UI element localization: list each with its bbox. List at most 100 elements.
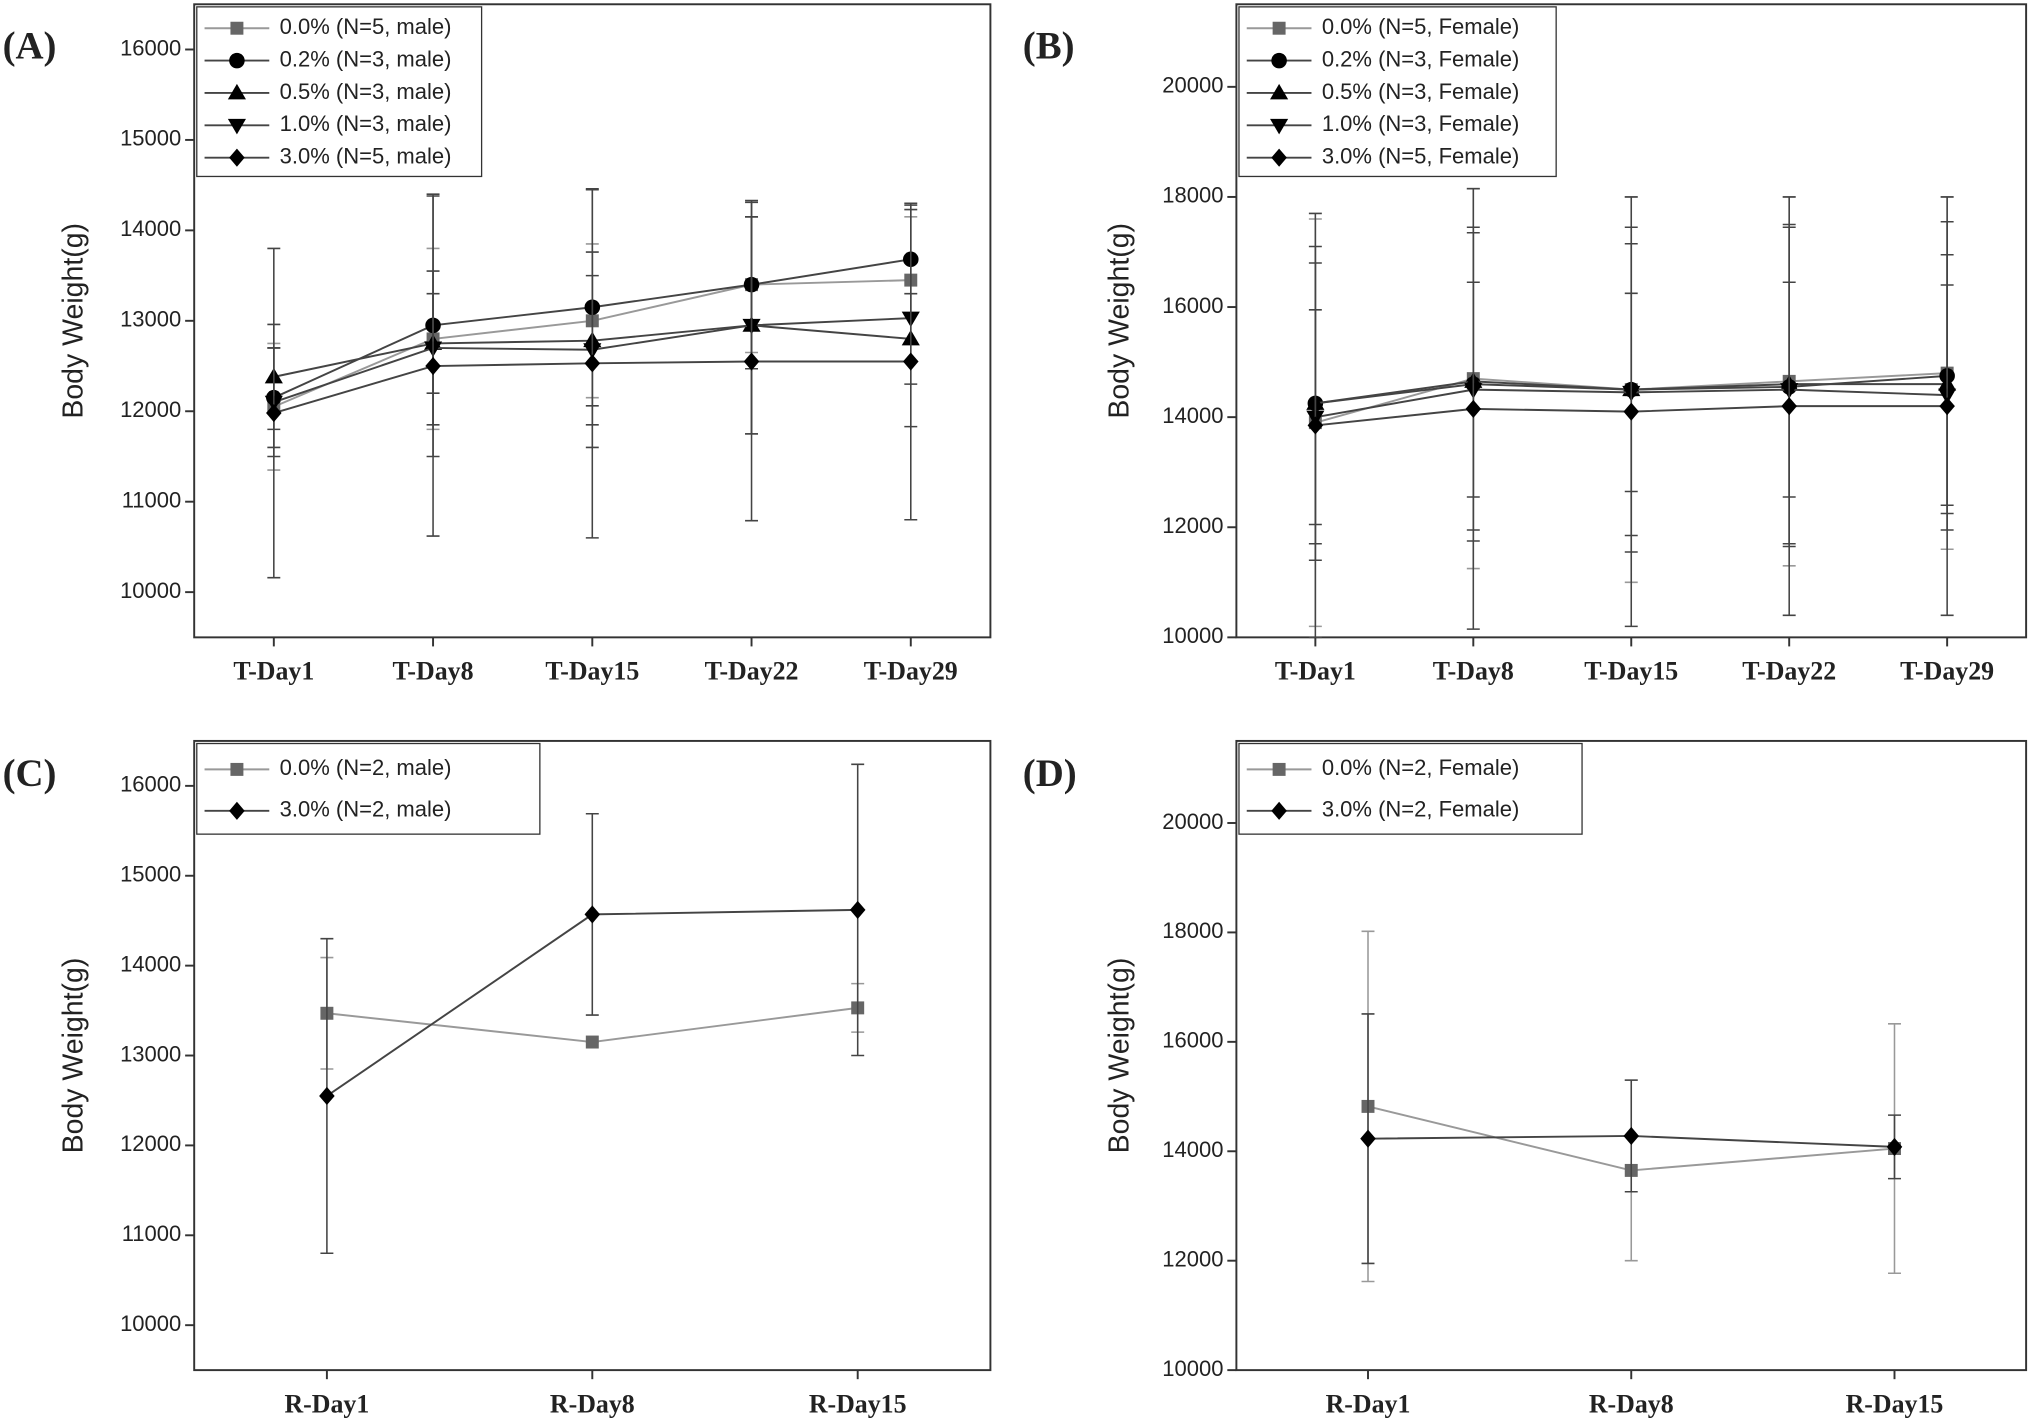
y-tick-label: 15000	[120, 126, 181, 151]
legend-label: 0.5% (N=3, Female)	[1322, 79, 1519, 104]
panel-label: (A)	[3, 24, 57, 67]
legend-marker	[1271, 52, 1287, 69]
legend-marker	[1272, 21, 1286, 35]
legend-label: 3.0% (N=2, male)	[280, 797, 452, 822]
legend-marker	[229, 801, 245, 820]
marker	[584, 354, 601, 373]
plot-frame	[1235, 739, 2028, 1372]
legend-marker	[1270, 118, 1289, 135]
x-tick-label: R-Day8	[550, 1389, 635, 1418]
legend-marker	[229, 52, 245, 69]
legend-label: 1.0% (N=3, male)	[280, 111, 452, 136]
y-tick-label: 12000	[120, 397, 181, 422]
legend-marker	[227, 118, 246, 135]
marker	[1781, 397, 1797, 416]
y-tick-label: 20000	[1162, 73, 1223, 98]
y-tick-label: 15000	[120, 862, 181, 887]
y-tick-label: 14000	[1162, 1137, 1223, 1162]
x-tick-label: T-Day8	[393, 657, 474, 686]
x-tick-label: R-Day15	[1846, 1389, 1944, 1418]
legend-label: 1.0% (N=3, Female)	[1322, 111, 1519, 136]
legend-marker	[230, 21, 244, 35]
marker	[1939, 397, 1955, 416]
legend: 0.0% (N=2, male) 3.0% (N=2, male)	[196, 742, 541, 835]
y-axis-label: Body Weight(g)	[58, 958, 90, 1154]
y-tick-label: 16000	[120, 772, 181, 797]
x-tick-label: R-Day1	[1326, 1389, 1411, 1418]
y-tick-label: 20000	[1162, 809, 1223, 834]
panel: (B) Body Weight(g) 10000 12000 14000 16000 180…	[1023, 3, 2028, 686]
x-tick-label: T-Day1	[1275, 657, 1356, 686]
legend-label: 0.5% (N=3, male)	[280, 79, 452, 104]
marker	[266, 403, 282, 423]
y-tick-label: 12000	[1162, 1247, 1223, 1272]
x-tick-label: T-Day1	[233, 657, 314, 686]
legend-box	[196, 6, 483, 178]
panel-label: (C)	[3, 752, 57, 795]
x-tick-label: R-Day15	[809, 1389, 907, 1418]
y-tick-label: 10000	[120, 1311, 181, 1336]
marker	[849, 900, 866, 919]
legend-box	[1238, 742, 1583, 835]
y-tick-label: 10000	[1162, 623, 1223, 648]
legend-marker	[229, 148, 245, 167]
y-tick-label: 10000	[1162, 1356, 1223, 1381]
legend-label: 0.2% (N=3, Female)	[1322, 46, 1519, 71]
x-tick-label: R-Day8	[1589, 1389, 1674, 1418]
marker	[585, 1035, 599, 1049]
legend-label: 3.0% (N=5, male)	[280, 144, 452, 169]
x-tick-label: R-Day1	[284, 1389, 369, 1418]
marker	[1623, 402, 1640, 421]
y-axis-label: Body Weight(g)	[58, 223, 90, 419]
y-axis-label: Body Weight(g)	[1104, 223, 1136, 419]
y-tick-label: 16000	[1162, 293, 1223, 318]
legend: 0.0% (N=2, Female) 3.0% (N=2, Female)	[1238, 742, 1583, 835]
y-tick-label: 11000	[122, 488, 182, 513]
x-tick-label: T-Day15	[545, 657, 639, 686]
y-tick-label: 11000	[122, 1221, 182, 1246]
marker	[1623, 1126, 1640, 1146]
legend-box	[1238, 6, 1557, 178]
x-tick-label: T-Day15	[1584, 657, 1678, 686]
panel: (A) Body Weight(g) 10000 11000 12000 13000 140…	[3, 3, 992, 686]
y-tick-label: 18000	[1162, 918, 1223, 943]
marker	[584, 905, 601, 924]
x-tick-label: T-Day22	[1742, 657, 1836, 686]
y-tick-label: 14000	[1162, 403, 1223, 428]
panel: (C) Body Weight(g) 10000 11000 12000 13000 140…	[3, 739, 992, 1418]
legend: 0.0% (N=5, Female) 0.2% (N=3, Female) 0.5%…	[1238, 6, 1557, 178]
legend-label: 3.0% (N=2, Female)	[1322, 797, 1519, 822]
panel-label: (D)	[1023, 752, 1077, 795]
legend-marker	[227, 83, 246, 100]
legend-label: 0.2% (N=3, male)	[280, 46, 452, 71]
y-tick-label: 13000	[120, 307, 181, 332]
marker	[1360, 1129, 1376, 1148]
y-axis-label: Body Weight(g)	[1104, 958, 1136, 1154]
panel-label: (B)	[1023, 24, 1075, 67]
legend-box	[196, 742, 541, 835]
legend: 0.0% (N=5, male) 0.2% (N=3, male) 0.5% (N=…	[196, 6, 483, 178]
marker	[903, 352, 919, 371]
y-tick-label: 14000	[120, 216, 181, 241]
marker	[743, 352, 760, 371]
legend-marker	[1272, 762, 1286, 776]
marker	[425, 356, 441, 376]
marker	[1886, 1137, 1903, 1156]
legend-label: 0.0% (N=5, male)	[280, 14, 452, 39]
legend-marker	[1270, 83, 1289, 100]
x-tick-label: T-Day22	[705, 657, 799, 686]
x-tick-label: T-Day29	[864, 657, 958, 686]
y-tick-label: 13000	[120, 1041, 181, 1066]
y-tick-label: 10000	[120, 578, 181, 603]
y-tick-label: 12000	[120, 1131, 181, 1156]
y-tick-label: 14000	[120, 951, 181, 976]
legend-marker	[230, 762, 244, 776]
legend-label: 0.0% (N=2, Female)	[1322, 755, 1519, 780]
x-tick-label: T-Day8	[1433, 657, 1514, 686]
x-tick-label: T-Day29	[1900, 657, 1994, 686]
y-tick-label: 16000	[1162, 1028, 1223, 1053]
y-tick-label: 16000	[120, 35, 181, 60]
marker	[319, 1086, 335, 1106]
legend-label: 0.0% (N=2, male)	[280, 755, 452, 780]
